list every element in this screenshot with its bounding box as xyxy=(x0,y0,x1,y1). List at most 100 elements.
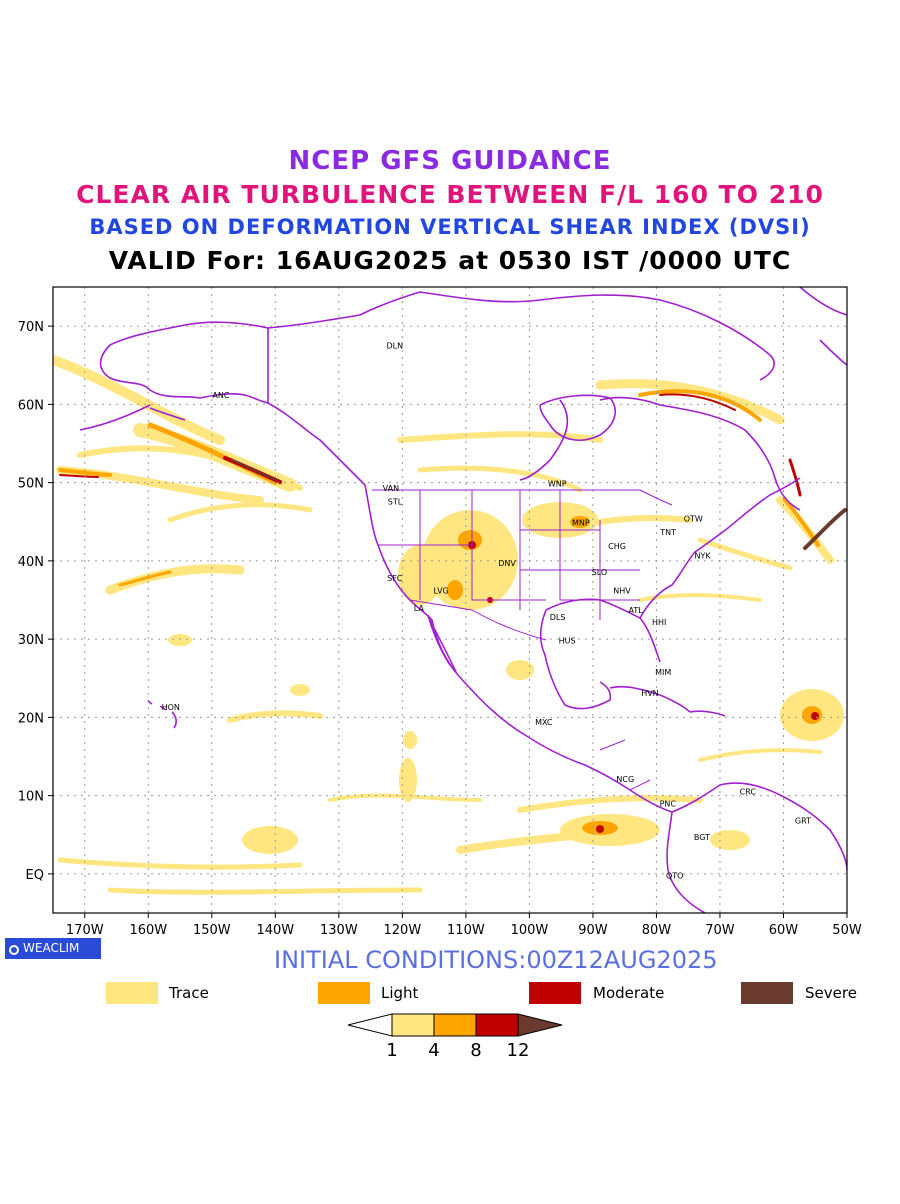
station-label-grt: GRT xyxy=(795,817,811,826)
trace-patches xyxy=(168,502,844,854)
greenland-coast xyxy=(799,287,847,366)
hispaniola xyxy=(689,710,726,717)
map-frame xyxy=(52,286,848,914)
lon-label: 80W xyxy=(642,923,672,938)
colorbar-segment-1-4 xyxy=(391,1013,435,1037)
longitude-labels: 170W 160W 150W 140W 130W 120W 110W 100W 90W 80W 70… xyxy=(66,913,862,938)
latitude-labels: 70N 60N 50N 40N 30N 20N 10N EQ xyxy=(18,320,53,883)
lon-label: 50W xyxy=(832,923,862,938)
legend-swatch-moderate xyxy=(529,982,581,1004)
station-label-mim: MIM xyxy=(655,668,671,677)
station-label-hhi: HHI xyxy=(652,618,666,627)
lon-label: 140W xyxy=(256,923,294,938)
station-label-bgt: BGT xyxy=(694,833,710,842)
legend-label-severe: Severe xyxy=(805,984,857,1002)
station-label-pnc: PNC xyxy=(660,799,677,808)
lon-label: 150W xyxy=(193,923,231,938)
legend-swatch-severe xyxy=(741,982,793,1004)
station-label-nyk: NYK xyxy=(695,551,712,560)
logo-ring-icon xyxy=(9,945,19,955)
lat-label: 10N xyxy=(18,790,44,805)
station-label-stl: STL xyxy=(388,497,403,506)
title-product: CLEAR AIR TURBULENCE BETWEEN F/L 160 TO … xyxy=(76,180,824,209)
station-label-wnp: WNP xyxy=(548,479,567,488)
station-label-tnt: TNT xyxy=(659,528,676,537)
station-label-mxc: MXC xyxy=(535,718,553,727)
colorbar-tick-4: 4 xyxy=(428,1040,439,1061)
lon-label: 90W xyxy=(578,923,608,938)
station-label-slo: SLO xyxy=(592,568,608,577)
station-label-crc: CRC xyxy=(740,788,757,797)
lat-label: 40N xyxy=(18,555,44,570)
station-label-dln: DLN xyxy=(386,342,403,351)
station-label-anc: ANC xyxy=(212,391,229,400)
lat-label: EQ xyxy=(26,868,44,883)
weaclim-logo: WEACLIM xyxy=(5,938,101,959)
baja xyxy=(427,614,457,673)
legend-label-trace: Trace xyxy=(169,984,209,1002)
colorbar-tick-1: 1 xyxy=(386,1040,397,1061)
lat-label: 70N xyxy=(18,320,44,335)
alaska-coast xyxy=(99,321,269,404)
station-label-hus: HUS xyxy=(559,637,576,646)
hawaii xyxy=(147,700,177,729)
title-model: NCEP GFS GUIDANCE xyxy=(288,146,612,176)
turbulence-shading xyxy=(53,355,847,895)
canada-coast xyxy=(267,291,801,511)
colorbar-segment-8-12 xyxy=(475,1013,519,1037)
legend-swatch-light xyxy=(318,982,370,1004)
lon-label: 110W xyxy=(447,923,485,938)
hudson-bay xyxy=(539,394,616,441)
us-west-coast xyxy=(364,484,459,676)
station-label-la: LA xyxy=(414,604,425,613)
legend-swatch-trace xyxy=(106,982,158,1004)
east-coast xyxy=(639,477,801,619)
station-label-chg: CHG xyxy=(608,542,626,551)
station-labels: DLN ANC VAN STL WNP OTW MNP TNT CHG NYK DNV SFC SLO L… xyxy=(162,342,811,881)
south-america-coast xyxy=(666,782,847,913)
station-label-lvg: LVG xyxy=(433,587,448,596)
lon-label: 120W xyxy=(384,923,422,938)
aleutians-coast xyxy=(79,404,186,431)
station-label-van: VAN xyxy=(383,484,399,493)
colorbar-tick-12: 12 xyxy=(507,1040,530,1061)
station-label-dls: DLS xyxy=(550,613,566,622)
station-label-otw: OTW xyxy=(684,515,703,524)
initial-conditions: INITIAL CONDITIONS:00Z12AUG2025 xyxy=(274,946,718,974)
colorbar-over-triangle xyxy=(517,1013,563,1037)
legend-label-light: Light xyxy=(381,984,419,1002)
lon-label: 100W xyxy=(511,923,549,938)
lon-label: 130W xyxy=(320,923,358,938)
station-label-hon: HON xyxy=(162,703,180,712)
lon-label: 60W xyxy=(769,923,799,938)
mexico-gulf-coast xyxy=(457,609,673,813)
colorbar: 1 4 8 12 xyxy=(347,1013,563,1061)
station-label-ncg: NCG xyxy=(616,775,634,784)
cuba xyxy=(609,685,691,713)
station-label-dnv: DNV xyxy=(498,559,516,568)
colorbar-tick-8: 8 xyxy=(470,1040,481,1061)
station-label-atl: ATL xyxy=(628,606,643,615)
legend-label-moderate: Moderate xyxy=(593,984,665,1002)
moderate-patches xyxy=(468,541,819,833)
station-label-hvn: HVN xyxy=(641,689,658,698)
station-label-qto: QTO xyxy=(666,871,683,880)
lon-label: 160W xyxy=(129,923,167,938)
lon-label: 170W xyxy=(66,923,104,938)
lat-label: 60N xyxy=(18,398,44,413)
lat-label: 50N xyxy=(18,477,44,492)
lat-label: 20N xyxy=(18,711,44,726)
lat-label: 30N xyxy=(18,633,44,648)
logo-text: WEACLIM xyxy=(23,941,80,955)
colorbar-segment-4-8 xyxy=(433,1013,477,1037)
station-label-nhv: NHV xyxy=(613,587,631,596)
title-method: BASED ON DEFORMATION VERTICAL SHEAR INDE… xyxy=(89,215,811,239)
colorbar-under-triangle xyxy=(347,1013,393,1037)
lon-label: 70W xyxy=(705,923,735,938)
borders xyxy=(372,489,673,791)
title-valid-time: VALID For: 16AUG2025 at 0530 IST /0000 U… xyxy=(108,246,792,275)
station-label-mnp: MNP xyxy=(572,519,590,528)
severe-areas xyxy=(231,459,847,550)
